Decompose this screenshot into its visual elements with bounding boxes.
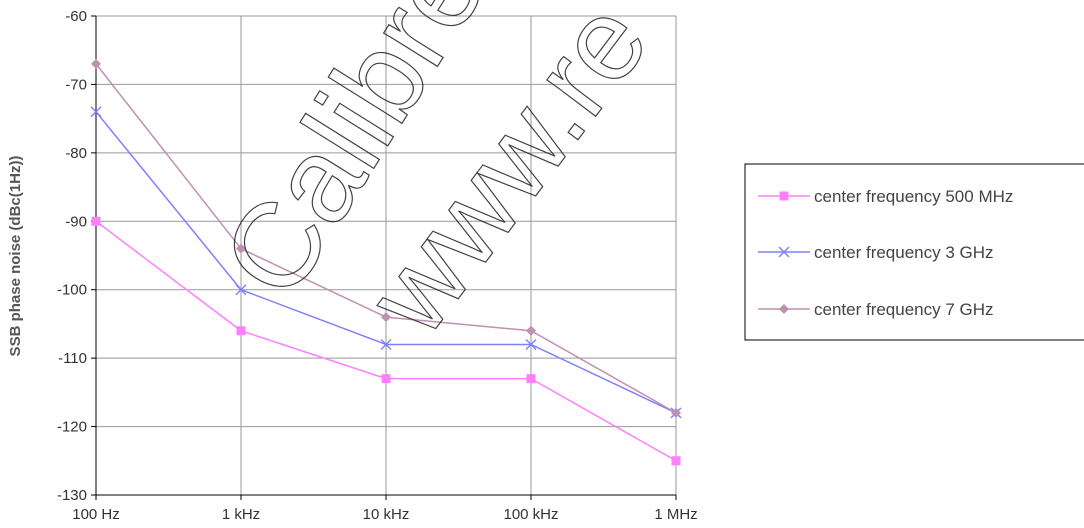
y-tick-label: -80 xyxy=(65,145,87,162)
y-tick-label: -90 xyxy=(65,213,87,230)
data-point-series-1 xyxy=(91,216,101,226)
legend-item: center frequency 7 GHz xyxy=(758,300,994,319)
data-point-series-3 xyxy=(91,58,101,69)
y-tick-labels: -60 -70 -80 -90 -100 -110 -120 -130 xyxy=(57,8,87,504)
grid-lines xyxy=(96,15,677,496)
legend: center frequency 500 MHz center frequency… xyxy=(744,163,1084,341)
data-point-series-1 xyxy=(236,326,246,336)
legend-swatch-marker xyxy=(779,304,789,314)
watermark: Calibre www.re xyxy=(196,0,673,358)
data-point-series-2 xyxy=(525,338,537,350)
x-tick-label: 1 kHz xyxy=(222,506,260,523)
y-axis-title: SSB phase noise (dBc(1Hz)) xyxy=(7,156,24,357)
legend-item: center frequency 500 MHz xyxy=(758,187,1013,206)
x-tick-labels: 100 Hz 1 kHz 10 kHz 100 kHz 1 MHz xyxy=(72,506,697,523)
x-tick-label: 10 kHz xyxy=(363,506,410,523)
data-point-series-3 xyxy=(236,243,246,254)
data-point-series-2 xyxy=(90,106,102,118)
legend-item: center frequency 3 GHz xyxy=(758,243,994,262)
legend-swatch-marker xyxy=(779,191,789,201)
y-tick-label: -130 xyxy=(57,487,87,504)
y-tick-label: -70 xyxy=(65,76,87,93)
x-tick-label: 1 MHz xyxy=(654,506,697,523)
y-tick-label: -100 xyxy=(57,282,87,299)
data-point-series-3 xyxy=(671,407,681,418)
data-point-series-3 xyxy=(381,312,391,323)
x-tick-label: 100 Hz xyxy=(72,506,120,523)
data-point-series-2 xyxy=(235,284,247,296)
data-point-series-2 xyxy=(380,338,392,350)
axes xyxy=(91,15,677,500)
data-point-series-1 xyxy=(671,456,681,466)
legend-swatch-marker xyxy=(778,246,790,258)
x-tick-label: 100 kHz xyxy=(503,506,558,523)
y-tick-label: -110 xyxy=(58,350,87,367)
legend-label: center frequency 7 GHz xyxy=(814,300,994,319)
data-point-series-1 xyxy=(381,374,391,384)
legend-label: center frequency 500 MHz xyxy=(814,187,1013,206)
y-tick-label: -60 xyxy=(65,8,87,25)
y-tick-label: -120 xyxy=(57,419,87,436)
data-point-series-1 xyxy=(526,374,536,384)
legend-label: center frequency 3 GHz xyxy=(814,243,994,262)
data-point-series-3 xyxy=(526,325,536,336)
series-markers xyxy=(90,58,682,466)
